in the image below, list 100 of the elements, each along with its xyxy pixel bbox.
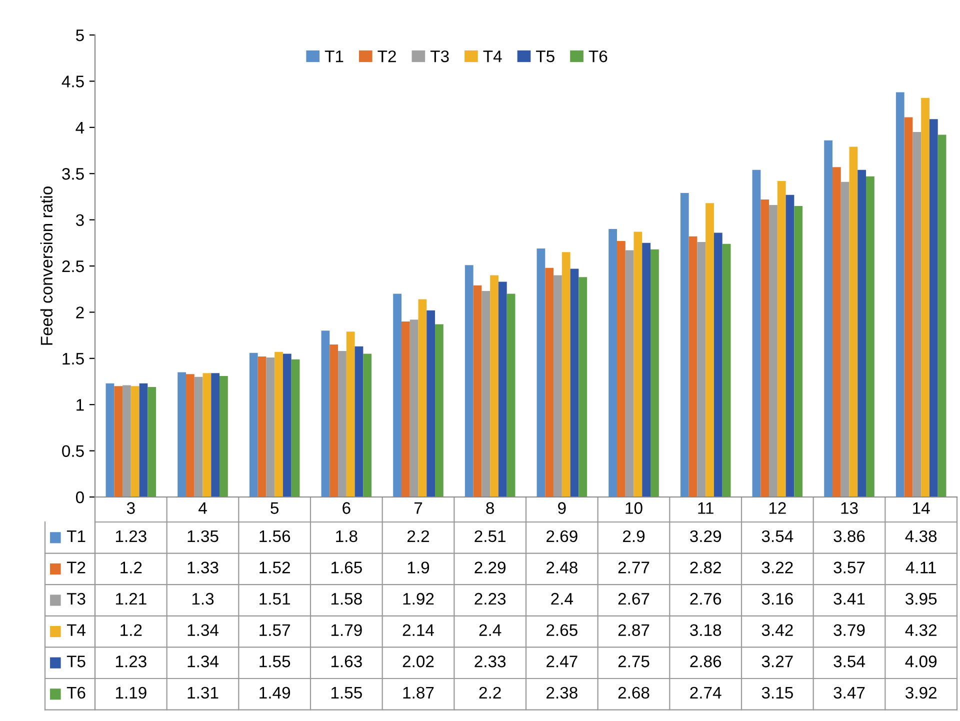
- bar: [194, 376, 203, 497]
- y-tick-label: 2.5: [62, 260, 84, 272]
- bar: [249, 352, 258, 497]
- data-label: 2.4: [479, 624, 502, 636]
- x-tick-label: 4: [198, 502, 207, 514]
- data-label: 3.95: [906, 592, 937, 605]
- data-label: 2.67: [618, 592, 650, 605]
- text: T2: [66, 562, 86, 574]
- x-tick-label: 11: [698, 502, 714, 514]
- data-label: 4.38: [905, 530, 937, 542]
- data-label: 2.77: [618, 562, 650, 574]
- bar: [148, 387, 156, 497]
- data-label: 2.68: [618, 686, 650, 699]
- y-tick-label: 4.5: [62, 76, 84, 88]
- bar: [722, 244, 731, 497]
- y-axis-title: Feed conversion ratio: [40, 186, 53, 345]
- data-label: 1.8: [336, 530, 358, 542]
- data-label: 3.15: [762, 686, 793, 699]
- data-label: 2.4: [551, 592, 574, 605]
- data-label: 1.56: [260, 530, 290, 542]
- data-label: 3.47: [834, 686, 865, 699]
- bar: [330, 344, 338, 497]
- legend-label: T4: [483, 50, 502, 62]
- data-label: 3.29: [690, 530, 722, 542]
- legend-label: T3: [430, 50, 449, 62]
- data-label: 1.31: [188, 686, 218, 699]
- bar: [840, 182, 850, 497]
- data-label: 1.2: [120, 624, 142, 636]
- x-tick-label: 6: [342, 502, 350, 514]
- data-label: 3.27: [762, 656, 793, 668]
- data-label: 1.87: [403, 686, 434, 699]
- x-tick-label: 7: [414, 502, 422, 514]
- x-tick-label: 3: [126, 502, 135, 514]
- data-label: 2.87: [618, 624, 650, 636]
- bar: [354, 346, 364, 497]
- bar: [435, 324, 444, 497]
- x-tick-label: 5: [270, 502, 279, 514]
- bar: [464, 265, 474, 497]
- data-label: 1.49: [260, 686, 290, 699]
- bar: [130, 386, 140, 497]
- data-label: 4.09: [905, 656, 937, 668]
- bar: [258, 356, 266, 497]
- data-label: 2.29: [474, 562, 506, 574]
- bar: [688, 236, 698, 497]
- bar: [570, 268, 579, 497]
- data-label: 2.14: [402, 624, 434, 636]
- data-label: 1.79: [331, 624, 362, 636]
- bar: [777, 180, 786, 497]
- x-tick-label: 14: [913, 502, 930, 514]
- y-tick-label: 1: [76, 399, 84, 411]
- bar: [266, 357, 275, 497]
- data-label: 2.02: [402, 656, 434, 668]
- bar: [786, 194, 794, 497]
- data-label: 1.21: [116, 592, 146, 605]
- data-label: 4.11: [906, 562, 936, 574]
- data-label: 3.92: [906, 686, 936, 699]
- data-label: 1.92: [403, 592, 434, 605]
- data-label: 2.65: [546, 624, 578, 636]
- data-label: 2.76: [690, 592, 722, 605]
- data-label: 4.32: [905, 624, 936, 636]
- bar: [506, 294, 516, 497]
- x-tick-label: 9: [558, 502, 566, 514]
- data-label: 3.57: [834, 562, 865, 574]
- data-label: 2.48: [546, 562, 578, 574]
- data-label: 3.41: [834, 592, 865, 605]
- bar: [752, 170, 761, 497]
- text: T6: [66, 686, 86, 699]
- data-label: 2.86: [690, 656, 722, 668]
- data-label: 3.42: [762, 624, 793, 636]
- bar: [186, 374, 194, 497]
- bar: [616, 241, 626, 497]
- bar: [122, 385, 131, 497]
- data-label: 2.69: [546, 530, 578, 542]
- data-label: 1.9: [408, 562, 430, 574]
- data-label: 3.54: [834, 656, 865, 668]
- y-tick-label: 3.5: [62, 168, 84, 180]
- bar: [291, 359, 300, 497]
- legend-label: T6: [588, 50, 608, 62]
- data-label: 1.19: [116, 686, 146, 699]
- data-label: 1.52: [260, 562, 290, 574]
- x-tick-label: 10: [626, 502, 642, 514]
- bar: [321, 330, 330, 497]
- data-label: 1.34: [188, 656, 218, 668]
- x-tick-label: 12: [769, 502, 786, 514]
- y-tick-label: 2: [76, 306, 84, 318]
- x-tick-label: 13: [841, 502, 858, 514]
- bar: [338, 351, 346, 497]
- bar: [714, 232, 722, 497]
- bar: [282, 354, 292, 497]
- bar: [824, 140, 832, 497]
- data-label: 3.86: [834, 530, 865, 542]
- legend-label: T2: [378, 50, 396, 62]
- x-tick-label: 8: [486, 502, 494, 514]
- bar: [625, 250, 634, 497]
- data-label: 1.23: [116, 530, 146, 542]
- y-tick-label: 4: [76, 122, 84, 134]
- data-label: 1.55: [331, 686, 362, 699]
- bar: [418, 299, 427, 497]
- bar: [938, 134, 946, 497]
- bar: [849, 146, 858, 497]
